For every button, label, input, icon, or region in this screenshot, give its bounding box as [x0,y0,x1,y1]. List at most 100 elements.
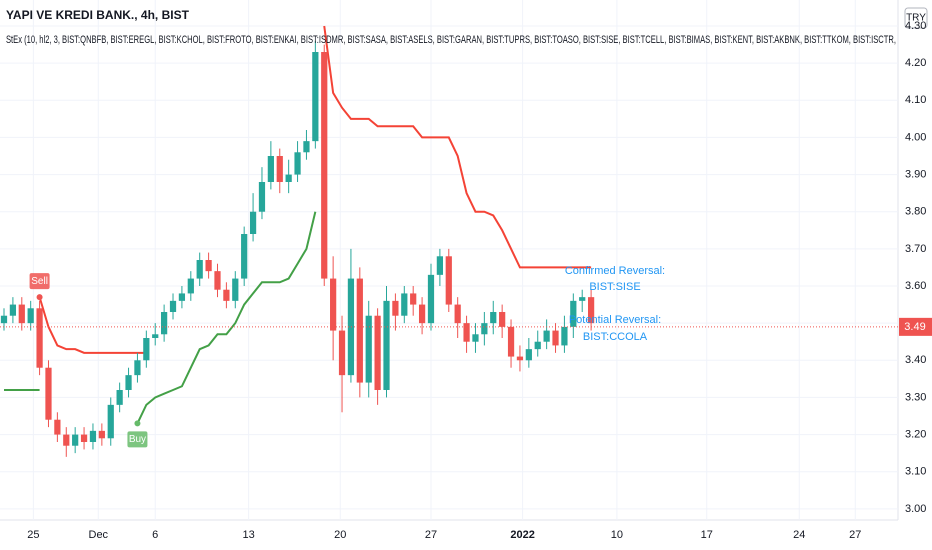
candle-body [63,434,70,446]
candle-body [9,304,17,316]
y-tick-label: 4.20 [905,57,926,69]
candle-body [561,326,568,346]
annotation: BIST:SISE [589,281,640,293]
x-tick-label: 2022 [510,529,534,541]
candle-body [579,297,586,301]
x-tick-label: 24 [793,529,805,541]
candle-body [463,323,470,342]
candle-body [436,256,443,275]
candle-body [89,430,97,442]
candle-body [490,312,497,324]
y-tick-label: 3.10 [905,466,926,478]
candle-body [552,330,559,346]
candle-body [285,174,292,182]
candle-body [80,434,88,442]
candle-body [507,326,515,357]
candle-body [543,330,550,342]
y-tick-label: 4.10 [905,94,926,106]
candle-body [214,271,221,290]
candle-body [499,312,506,327]
signal-box [127,431,148,448]
y-tick-label: 3.40 [905,354,926,366]
candle-body [143,338,150,361]
signal-box [29,273,50,290]
indicator-legend: StEx (10, hl2, 3, BIST:QNBFB, BIST:EREGL… [6,34,896,46]
candle-body [223,289,230,301]
candle-body [178,293,186,301]
y-tick-label: 3.20 [905,428,926,440]
stop-line [38,25,592,354]
candle-body [134,360,141,376]
candle-body [187,278,194,294]
candle-body [312,52,319,142]
candle-body [534,341,541,350]
signal-label: Sell [31,276,48,287]
x-tick-label: 6 [152,529,158,541]
y-tick-label: 4.00 [905,131,926,143]
candle-body [36,308,43,368]
candle-body [418,304,426,324]
candle-body [107,404,114,439]
x-tick-label: 17 [701,529,713,541]
candle-body [427,274,435,324]
candle-body [169,300,177,312]
candle-body [454,304,461,324]
candle-body [587,297,595,324]
y-tick-label: 3.60 [905,280,926,292]
x-tick-label: 27 [849,529,861,541]
y-tick-label: 3.90 [905,168,926,180]
candle-body [401,293,408,316]
candle-body [330,278,337,331]
stop-line [4,211,317,424]
candle-body [516,356,524,361]
candle-body [481,323,488,335]
x-tick-label: 27 [425,529,437,541]
y-tick-label: 3.70 [905,243,926,255]
candle-body [232,278,239,301]
y-tick-label: 4.30 [905,20,926,32]
x-tick-label: 20 [334,529,346,541]
candle-body [410,293,417,305]
candle-body [241,234,248,279]
candle-body [161,312,168,335]
y-tick-label: 3.30 [905,391,926,403]
x-tick-label: 25 [27,529,39,541]
annotation: Confirmed Reversal: [565,265,665,277]
currency[interactable]: TRY [906,13,926,24]
candle-body [72,434,79,446]
candle-body [356,278,363,383]
currency-box[interactable] [904,7,928,29]
candle-body [294,152,301,175]
candle-body [196,260,203,279]
last-price-label: 3.49 [904,321,925,333]
signal-dot [134,420,141,427]
candle-body [525,349,532,361]
candle-body [98,430,105,439]
y-tick-label: 3.80 [905,206,926,218]
candle-body [152,334,159,338]
candle-body [321,52,328,279]
last-price-box [899,317,932,336]
candle-body [249,211,257,234]
candle-body [383,300,390,390]
candle-body [0,315,8,324]
candle-body [27,308,34,324]
candle-body [472,334,479,342]
y-tick-label: 3.00 [905,503,926,515]
candle-body [54,419,61,435]
candle-body [18,304,25,324]
candle-body [45,367,52,420]
candle-body [445,256,452,305]
candle-body [303,141,310,153]
candle-body [347,278,355,376]
signal-label: Buy [129,434,146,445]
x-tick-label: 13 [243,529,255,541]
annotation: Potential Reversal: [569,314,661,326]
candle-body [116,390,123,405]
candle-body [205,260,212,272]
candle-body [365,315,372,383]
candle-body [125,375,132,390]
candle-body [267,156,274,182]
